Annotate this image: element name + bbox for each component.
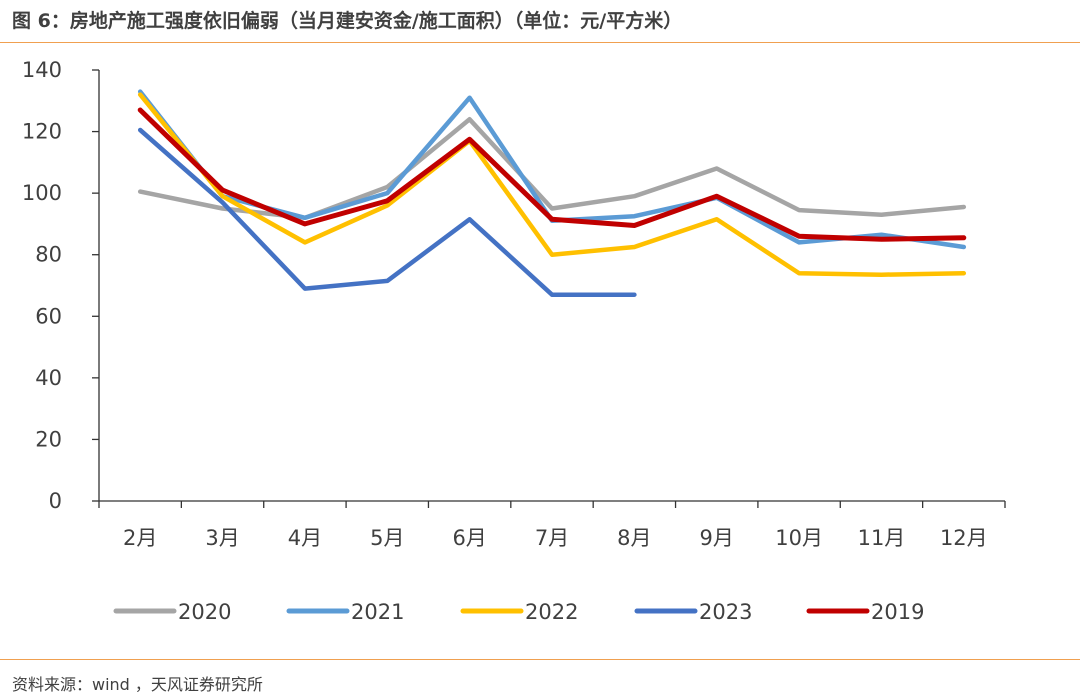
x-tick-label: 3月	[205, 526, 239, 550]
x-tick-label: 6月	[452, 526, 486, 550]
x-tick-label: 5月	[370, 526, 404, 550]
y-tick-label: 120	[22, 120, 62, 144]
chart-legend: 2020 2021 2022 2023 2019	[113, 600, 924, 624]
source-note: 资料来源：wind ，天风证券研究所	[12, 675, 263, 694]
series-line-2020	[137, 117, 967, 221]
chart-title: 图 6：房地产施工强度依旧偏弱（当月建安资金/施工面积）（单位：元/平方米）	[12, 10, 683, 32]
x-tick-label: 4月	[288, 526, 322, 550]
series-line-2023	[137, 127, 637, 297]
y-tick-label: 140	[22, 58, 62, 82]
y-tick-label: 60	[35, 304, 62, 328]
chart-lines	[137, 89, 967, 297]
x-tick-label: 8月	[617, 526, 651, 550]
x-tick-label: 10月	[775, 526, 823, 550]
x-tick-label: 7月	[535, 526, 569, 550]
x-tick-label: 11月	[858, 526, 906, 550]
chart-axes: 0 20 40 60 80 100 120 140 2月 3月 4月 5月 6月 7月 8月 9月 10月 11月…	[22, 58, 1006, 550]
y-tick-label: 100	[22, 181, 62, 205]
y-tick-label: 40	[35, 366, 62, 390]
y-tick-label: 20	[35, 427, 62, 451]
x-tick-label: 2月	[123, 526, 157, 550]
series-line-2019	[137, 107, 967, 242]
x-tick-label: 9月	[700, 526, 734, 550]
legend-label-2022: 2022	[525, 600, 578, 624]
legend-label-2021: 2021	[351, 600, 404, 624]
x-tick-label: 12月	[940, 526, 988, 550]
legend-label-2019: 2019	[871, 600, 924, 624]
series-line-2021	[137, 89, 967, 250]
y-tick-label: 80	[35, 243, 62, 267]
y-tick-label: 0	[49, 489, 62, 513]
legend-label-2020: 2020	[178, 600, 231, 624]
legend-label-2023: 2023	[699, 600, 752, 624]
footer-divider	[0, 659, 1080, 660]
line-chart: 0 20 40 60 80 100 120 140 2月 3月 4月 5月 6月 7月 8月 9月 10月 11月…	[22, 58, 1006, 624]
title-divider	[0, 42, 1080, 43]
series-line-2022	[137, 92, 967, 277]
